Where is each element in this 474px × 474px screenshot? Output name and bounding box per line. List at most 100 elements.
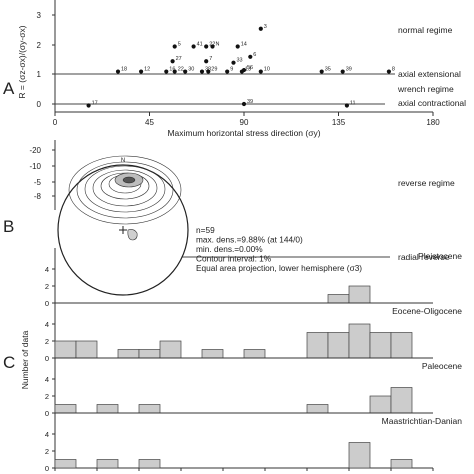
data-point [340, 69, 345, 74]
y-tick-label: -5 [34, 178, 42, 187]
data-point [239, 69, 244, 74]
x-tick-label: 40 [135, 472, 143, 474]
y-tick-label: 0 [45, 464, 49, 473]
regime-label: reverse regime [398, 178, 455, 188]
data-point-label: 7 [209, 56, 212, 62]
data-point-label: 3 [264, 24, 267, 30]
x-tick-label: 45 [145, 118, 154, 127]
x-tick-label: 60 [177, 472, 185, 474]
histogram-bar [348, 323, 371, 359]
data-point [139, 69, 144, 74]
data-point-label: 56 [247, 65, 253, 71]
y-tick-label: 4 [45, 265, 49, 274]
panel-c: Pleistocene 0 2 4 Eocene-Oligocene 0 2 4 Paleoce… [20, 248, 462, 474]
stereonet-stat: Equal area projection, lower hemisphere … [196, 263, 362, 273]
y-tick-label: 2 [45, 337, 49, 346]
y-tick-label: 0 [37, 100, 42, 109]
histogram-bar [138, 349, 161, 359]
x-tick-label: 120 [301, 472, 314, 474]
data-point-label: 35 [325, 67, 331, 73]
panel-a-ylabel: R = (σz-σx)/(σy-σx) [17, 25, 27, 98]
data-point [258, 26, 263, 31]
panel-a-xlabel: Maximum horizontal stress direction (σy) [167, 128, 320, 138]
data-point-label: 12 [144, 67, 150, 73]
y-tick-label: 1 [37, 70, 42, 79]
panel-label-a: A [3, 79, 15, 98]
data-point [170, 59, 175, 64]
data-point [204, 59, 209, 64]
histogram-bar [390, 459, 413, 469]
histogram-bar [306, 332, 329, 359]
data-point [199, 69, 205, 74]
histogram-title: Eocene-Oligocene [392, 306, 462, 316]
north-label: N [121, 158, 125, 164]
histogram-bar [390, 387, 413, 414]
panel-label-b: B [3, 217, 14, 236]
histogram-bar [201, 349, 224, 359]
data-point-label: 11 [350, 100, 356, 106]
stereonet-stat: Contour interval: 1% [196, 254, 272, 264]
data-point [344, 103, 349, 108]
data-point-label: 18 [121, 67, 127, 73]
density-contour [84, 165, 166, 213]
data-point-label: 41 [197, 41, 203, 47]
data-point-label: 13 [245, 67, 251, 73]
data-point-label: 17 [92, 100, 98, 106]
histogram-bar [138, 459, 161, 469]
x-tick-label: 100 [259, 472, 272, 474]
regime-label: axial extensional [398, 69, 461, 79]
y-tick-label: 0 [45, 409, 49, 418]
data-point [172, 69, 177, 74]
data-point-label: 9 [230, 67, 233, 73]
y-tick-label: 3 [37, 11, 42, 20]
data-point [183, 69, 188, 74]
y-tick-label: 4 [45, 320, 49, 329]
data-point [115, 69, 121, 74]
density-patch [127, 229, 138, 241]
histogram-bar [159, 340, 182, 359]
stereonet-stat: n=59 [196, 225, 215, 235]
histogram-bar [117, 349, 140, 359]
data-point-label: 39 [247, 99, 253, 105]
x-tick-label: 160 [385, 472, 398, 474]
stereonet-stat: min. dens.=0.00% [196, 244, 263, 254]
data-point-label: 14 [241, 41, 247, 47]
data-point [191, 44, 196, 49]
density-contour [76, 161, 174, 219]
y-tick-label: -10 [29, 162, 41, 171]
data-point [248, 54, 253, 59]
x-tick-label: 180 [426, 118, 440, 127]
y-tick-label: -8 [34, 192, 42, 201]
x-tick-label: 80 [219, 472, 227, 474]
histogram-bar [75, 340, 98, 359]
x-tick-label: 140 [343, 472, 356, 474]
data-point [206, 69, 211, 74]
data-point [225, 69, 230, 74]
data-point [241, 101, 247, 107]
data-point-label: 29 [211, 67, 217, 73]
histogram-bar [369, 332, 392, 359]
data-point-label: 27 [176, 56, 182, 62]
data-point-label: 22 [178, 67, 184, 73]
data-point-label: 30 [188, 67, 194, 73]
y-tick-label: 4 [45, 430, 49, 439]
histogram-bar [138, 404, 161, 414]
histogram-bar [243, 349, 266, 359]
regime-label: wrench regime [397, 84, 454, 94]
x-tick-label: 0 [53, 472, 57, 474]
data-point-label: 39 [346, 67, 352, 73]
data-point [319, 69, 324, 74]
data-point [210, 44, 215, 49]
y-tick-label: -20 [29, 146, 41, 155]
histogram-bar [54, 340, 77, 359]
y-tick-label: 2 [37, 41, 42, 50]
data-point-label: 10 [264, 67, 270, 73]
density-maximum [122, 176, 136, 184]
y-tick-label: 0 [45, 299, 49, 308]
histogram-bar [306, 404, 329, 414]
data-point-label: 5 [178, 41, 181, 47]
data-point [172, 44, 177, 49]
